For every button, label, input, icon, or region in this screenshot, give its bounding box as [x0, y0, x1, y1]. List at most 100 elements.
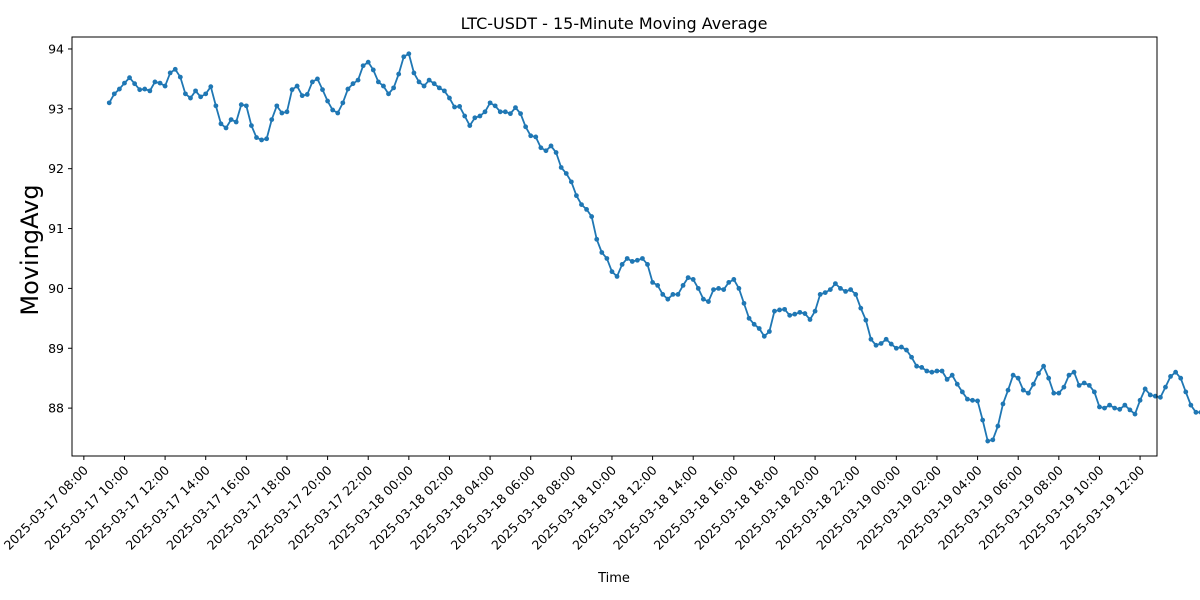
data-point [243, 103, 249, 109]
data-point [299, 93, 305, 99]
y-tick-label: 94 [48, 41, 64, 56]
data-point [396, 71, 402, 77]
data-point [279, 110, 285, 116]
data-point [619, 262, 625, 267]
data-point [172, 66, 178, 72]
data-point [817, 291, 823, 297]
data-point [584, 206, 589, 212]
data-point [970, 397, 975, 403]
data-point [497, 109, 503, 115]
data-point [695, 286, 701, 291]
data-point [568, 179, 574, 185]
data-point [1081, 380, 1087, 386]
data-point [1188, 402, 1194, 408]
data-point [441, 88, 447, 94]
data-point [655, 283, 661, 288]
data-point [1005, 387, 1011, 393]
data-point [797, 309, 803, 315]
data-point [553, 150, 559, 155]
data-point [614, 274, 620, 279]
data-point [421, 83, 427, 89]
data-point [502, 109, 508, 115]
data-point [482, 109, 488, 115]
data-point [335, 110, 341, 116]
data-point [711, 287, 716, 292]
data-point [812, 308, 818, 314]
data-point [183, 91, 188, 97]
data-point [766, 329, 772, 334]
data-point [355, 77, 361, 83]
data-point [558, 165, 564, 170]
data-point [1071, 369, 1077, 375]
data-point [1010, 372, 1016, 378]
data-point [116, 86, 122, 92]
data-point [645, 262, 650, 267]
y-tick-label: 91 [48, 221, 64, 236]
data-point [685, 275, 691, 281]
data-point [111, 91, 117, 97]
data-point [426, 77, 432, 83]
data-point [203, 91, 209, 97]
data-point [462, 113, 468, 119]
axes-frame [71, 36, 1158, 457]
data-point [193, 88, 198, 94]
data-point [1041, 363, 1046, 369]
data-point [599, 250, 605, 255]
data-point [832, 281, 838, 287]
data-point [309, 79, 315, 85]
data-point [452, 104, 457, 110]
data-point [233, 119, 239, 125]
data-point [650, 280, 655, 285]
data-point [223, 125, 229, 131]
data-point [858, 305, 864, 311]
data-point [1117, 406, 1123, 412]
data-point [822, 290, 828, 295]
data-point [1193, 409, 1199, 415]
data-point [883, 336, 889, 342]
data-point [1178, 375, 1184, 381]
data-point [431, 81, 437, 87]
data-point [457, 104, 463, 109]
data-point [579, 202, 584, 208]
data-point [1066, 372, 1072, 378]
data-point [1000, 401, 1006, 407]
data-point [1127, 407, 1133, 413]
data-point [467, 123, 473, 128]
data-point [700, 296, 706, 302]
data-point [965, 396, 970, 402]
data-point [604, 256, 610, 261]
data-point [640, 256, 645, 261]
data-point [736, 286, 742, 291]
data-point [177, 74, 183, 80]
data-point [838, 286, 843, 291]
data-point [274, 103, 280, 109]
data-point [1142, 386, 1148, 392]
data-point [777, 307, 782, 313]
data-point [924, 368, 930, 374]
y-axis: 88 89 90 91 92 93 94 [48, 41, 72, 416]
y-tick-label: 90 [48, 281, 64, 296]
data-point [1097, 404, 1102, 410]
data-point [899, 344, 904, 350]
data-point [375, 79, 381, 85]
chart-title: LTC-USDT - 15-Minute Moving Average [461, 14, 768, 33]
data-point [447, 95, 452, 101]
data-point [370, 67, 376, 73]
data-point [269, 117, 275, 122]
data-point [208, 84, 214, 90]
data-point [340, 100, 346, 106]
data-point [634, 257, 640, 263]
data-point [1051, 390, 1057, 396]
data-point [406, 51, 412, 57]
data-point [1112, 405, 1118, 411]
data-point [914, 363, 920, 369]
data-point [315, 76, 320, 82]
data-point [751, 321, 757, 327]
data-point [1132, 411, 1138, 417]
data-point [863, 317, 869, 323]
data-point [162, 83, 168, 89]
data-point [731, 277, 737, 282]
data-point [1107, 402, 1113, 408]
data-point [1076, 382, 1082, 388]
data-point [726, 280, 732, 285]
